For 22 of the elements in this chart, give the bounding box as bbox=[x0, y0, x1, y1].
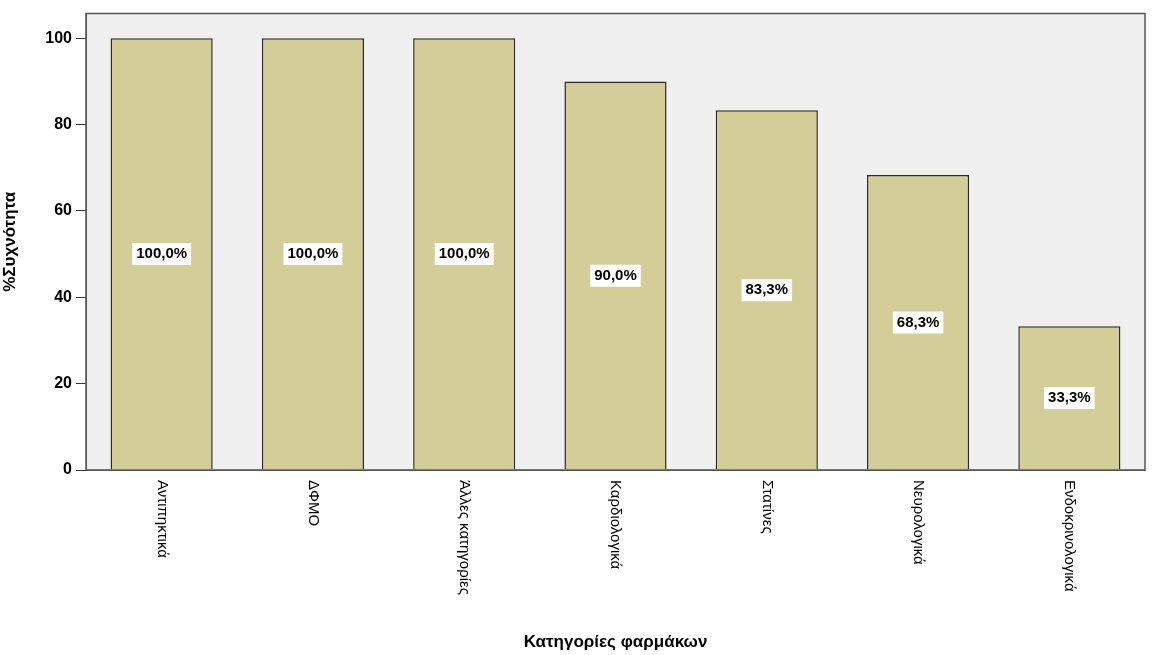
x-axis-title: Κατηγορίες φαρμάκων bbox=[523, 632, 708, 652]
data-label: 68,3% bbox=[896, 312, 940, 330]
data-label: 90,0% bbox=[594, 265, 637, 283]
data-label: 100,0% bbox=[136, 244, 188, 262]
y-tick-label: 100 bbox=[45, 28, 73, 46]
x-tick-label: ΔΦΜΟ bbox=[305, 480, 323, 527]
data-label: 100,0% bbox=[438, 244, 490, 262]
y-axis-title: %Συχνότητα bbox=[0, 191, 19, 292]
data-label: 83,3% bbox=[745, 280, 789, 298]
x-tick-label: Στατίνες bbox=[759, 480, 777, 534]
y-tick-label: 80 bbox=[54, 114, 73, 132]
x-tick-label: Άλλες κατηγορίες bbox=[457, 480, 475, 595]
data-label: 33,3% bbox=[1048, 388, 1091, 406]
y-tick-label: 60 bbox=[54, 201, 73, 219]
y-tick-label: 40 bbox=[54, 287, 73, 305]
y-tick-label: 20 bbox=[54, 374, 73, 392]
x-tick-label: Νευρολογικά bbox=[910, 480, 928, 566]
x-tick-label: Ενδοκρινολογικά bbox=[1062, 480, 1080, 592]
y-tick-label: 0 bbox=[63, 460, 73, 478]
data-label: 100,0% bbox=[287, 244, 339, 262]
x-tick-label: Αντιπηκτικά bbox=[154, 480, 172, 559]
x-tick-label: Καρδιολογικά bbox=[608, 480, 626, 570]
